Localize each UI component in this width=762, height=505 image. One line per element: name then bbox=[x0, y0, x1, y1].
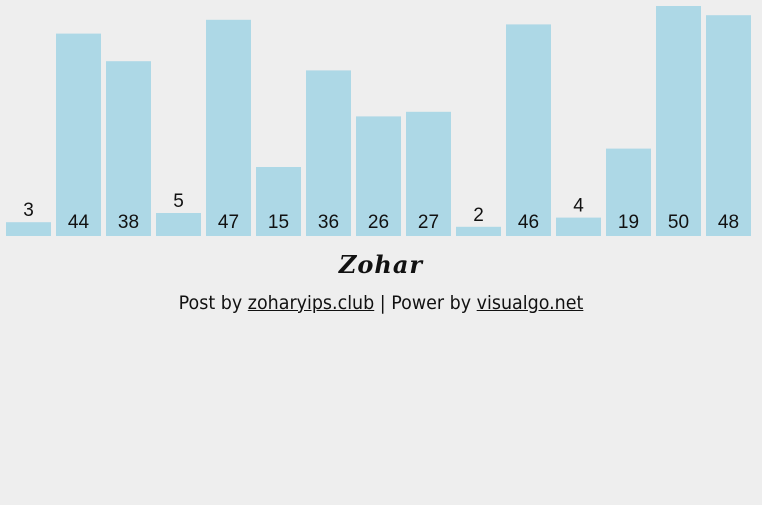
bar-label-12: 19 bbox=[618, 212, 639, 233]
bar-label-7: 26 bbox=[368, 212, 389, 233]
bar-label-4: 47 bbox=[218, 212, 239, 233]
bar-4 bbox=[206, 19, 251, 236]
bar-1 bbox=[56, 33, 101, 236]
bar-label-1: 44 bbox=[68, 212, 90, 233]
bar-label-14: 48 bbox=[718, 212, 739, 233]
bar-chart: 3 44 38 5 47 15 36 26 27 2 46 4 19 50 48 bbox=[6, 6, 751, 237]
bar-label-5: 15 bbox=[268, 212, 289, 233]
bar-13 bbox=[656, 6, 701, 236]
bar-label-9: 2 bbox=[473, 205, 484, 226]
bar-0 bbox=[6, 222, 51, 236]
bar-11 bbox=[556, 217, 601, 236]
bar-label-0: 3 bbox=[23, 200, 34, 221]
bar-label-13: 50 bbox=[668, 212, 689, 233]
power-link[interactable]: visualgo.net bbox=[476, 292, 584, 314]
bar-6 bbox=[306, 70, 351, 237]
bar-label-2: 38 bbox=[118, 212, 139, 233]
brand-title: Zohar bbox=[338, 250, 424, 279]
bar-label-6: 36 bbox=[318, 212, 339, 233]
post-link[interactable]: zoharyips.club bbox=[247, 292, 375, 314]
bar-8 bbox=[406, 111, 451, 236]
bar-label-10: 46 bbox=[518, 212, 539, 233]
credits-line: Post by zoharyips.club | Power by visual… bbox=[30, 292, 731, 314]
bar-label-8: 27 bbox=[418, 212, 439, 233]
bar-14 bbox=[706, 15, 751, 237]
bar-label-3: 5 bbox=[173, 191, 184, 212]
bar-10 bbox=[506, 24, 551, 237]
bar-5 bbox=[256, 167, 301, 236]
power-prefix: | Power by bbox=[379, 292, 472, 314]
post-prefix: Post by bbox=[178, 292, 243, 314]
bar-2 bbox=[106, 61, 151, 237]
bar-7 bbox=[356, 116, 401, 236]
bar-12 bbox=[606, 148, 651, 236]
bar-9 bbox=[456, 226, 501, 236]
bar-label-11: 4 bbox=[573, 196, 584, 217]
bar-3 bbox=[156, 213, 201, 236]
